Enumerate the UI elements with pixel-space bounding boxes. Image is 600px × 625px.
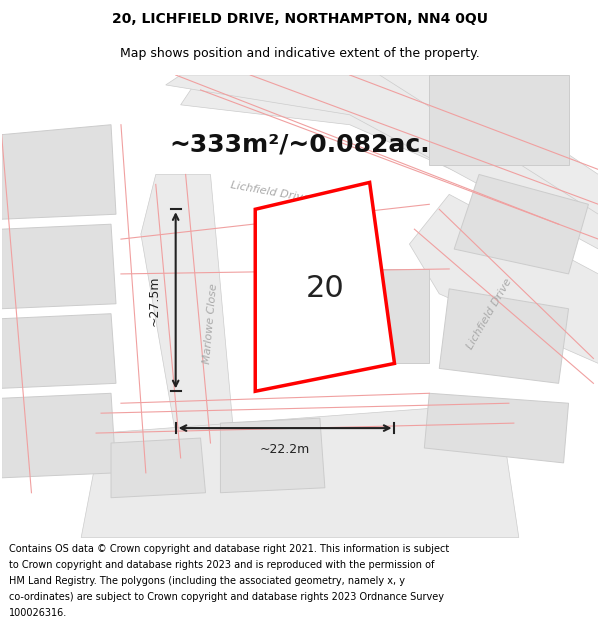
Polygon shape xyxy=(81,403,519,538)
Text: co-ordinates) are subject to Crown copyright and database rights 2023 Ordnance S: co-ordinates) are subject to Crown copyr… xyxy=(9,592,444,602)
Text: 20, LICHFIELD DRIVE, NORTHAMPTON, NN4 0QU: 20, LICHFIELD DRIVE, NORTHAMPTON, NN4 0Q… xyxy=(112,12,488,26)
Text: ~22.2m: ~22.2m xyxy=(260,444,310,456)
Polygon shape xyxy=(409,194,598,364)
Polygon shape xyxy=(255,182,394,391)
Polygon shape xyxy=(454,174,589,274)
Polygon shape xyxy=(220,418,325,492)
Polygon shape xyxy=(181,75,598,234)
Text: to Crown copyright and database rights 2023 and is reproduced with the permissio: to Crown copyright and database rights 2… xyxy=(9,560,434,570)
Text: 100026316.: 100026316. xyxy=(9,608,67,618)
Polygon shape xyxy=(111,438,206,498)
Polygon shape xyxy=(424,393,569,463)
Polygon shape xyxy=(2,314,116,388)
Polygon shape xyxy=(141,174,235,463)
Text: Contains OS data © Crown copyright and database right 2021. This information is : Contains OS data © Crown copyright and d… xyxy=(9,544,449,554)
Polygon shape xyxy=(2,125,116,219)
Polygon shape xyxy=(430,75,569,164)
Polygon shape xyxy=(439,289,569,383)
Polygon shape xyxy=(166,75,598,249)
Text: Map shows position and indicative extent of the property.: Map shows position and indicative extent… xyxy=(120,48,480,61)
Text: 20: 20 xyxy=(305,274,344,303)
Polygon shape xyxy=(2,224,116,309)
Polygon shape xyxy=(2,393,116,478)
Polygon shape xyxy=(335,269,430,364)
Text: ~333m²/~0.082ac.: ~333m²/~0.082ac. xyxy=(170,132,430,157)
Text: ~27.5m: ~27.5m xyxy=(147,275,160,326)
Text: Lichfield Drive: Lichfield Drive xyxy=(230,181,310,204)
Text: HM Land Registry. The polygons (including the associated geometry, namely x, y: HM Land Registry. The polygons (includin… xyxy=(9,576,405,586)
Text: Marlowe Close: Marlowe Close xyxy=(202,283,219,364)
Text: Lichfield Drive: Lichfield Drive xyxy=(464,277,514,351)
